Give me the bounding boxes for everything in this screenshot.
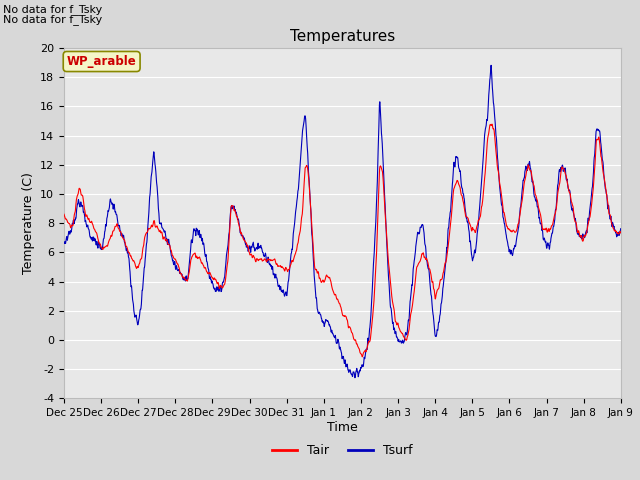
Y-axis label: Temperature (C): Temperature (C) bbox=[22, 172, 35, 274]
X-axis label: Time: Time bbox=[327, 421, 358, 434]
Legend: Tair, Tsurf: Tair, Tsurf bbox=[268, 439, 417, 462]
Text: No data for f_Tsky: No data for f_Tsky bbox=[3, 4, 102, 15]
Title: Temperatures: Temperatures bbox=[290, 29, 395, 44]
Text: No data for f_Tsky: No data for f_Tsky bbox=[3, 13, 102, 24]
Text: WP_arable: WP_arable bbox=[67, 55, 136, 68]
